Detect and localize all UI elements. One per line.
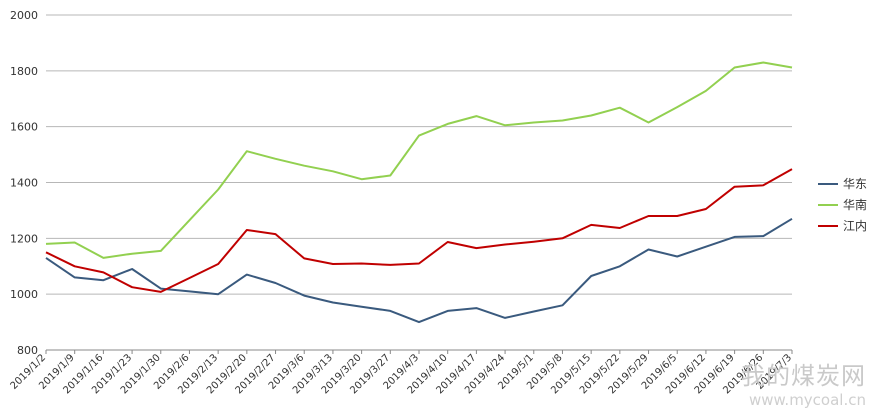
y-tick-label: 1200 [10,232,38,245]
y-tick-label: 1400 [10,177,38,190]
legend-label: 江内 [843,219,867,233]
y-tick-label: 2000 [10,9,38,22]
gridlines [46,14,792,351]
legend-label: 华南 [843,197,867,212]
series-line-2 [45,168,793,293]
x-axis: 2019/1/22019/1/92019/1/162019/1/232019/1… [9,349,794,396]
legend-label: 华东 [843,177,867,191]
y-tick-label: 1000 [10,288,38,301]
series-lines [45,61,793,324]
y-axis: 800 1000 1200 1400 1600 1800 2000 [10,9,38,357]
series-line-0 [45,217,793,324]
y-tick-label: 1600 [10,121,38,134]
y-tick-label: 800 [17,344,38,357]
series-line-1 [45,61,793,259]
y-tick-label: 1800 [10,65,38,78]
